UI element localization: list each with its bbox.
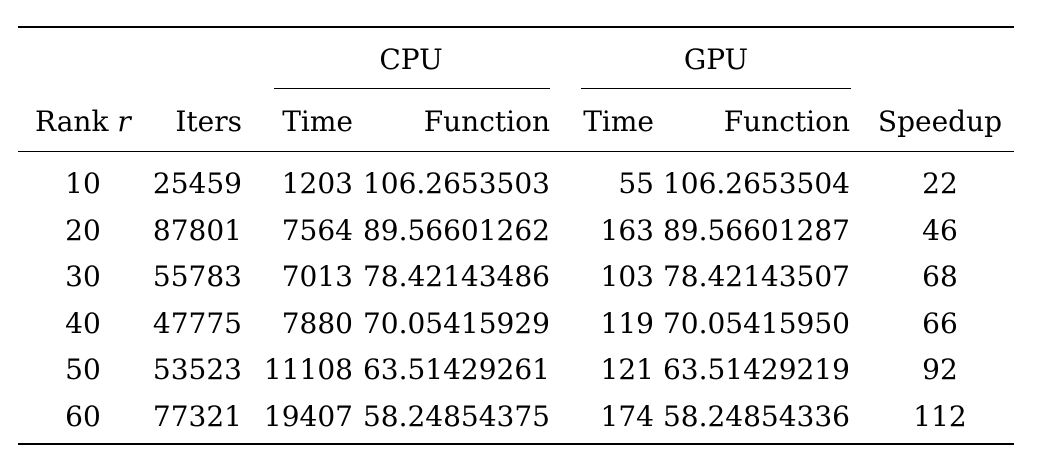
cpu-group-underline — [274, 88, 550, 89]
cell-iters: 55783 — [152, 260, 242, 294]
cell-rank: 10 — [65, 167, 101, 200]
cell-iters: 47775 — [152, 306, 242, 340]
cell-gpu-function: 106.2653504 — [662, 167, 850, 200]
cell-cpu-function: 58.24854375 — [362, 400, 550, 433]
header-rule — [18, 151, 1014, 152]
iters-header: Iters — [175, 105, 242, 138]
cell-rank: 40 — [65, 306, 101, 340]
cell-speedup: 46 — [922, 213, 958, 247]
cell-speedup: 22 — [922, 167, 958, 200]
cell-gpu-time: 119 — [600, 306, 654, 340]
cell-gpu-time: 103 — [600, 260, 654, 294]
cell-cpu-function: 63.51429261 — [362, 353, 550, 387]
cell-speedup: 92 — [922, 353, 958, 387]
rank-header: Rank r — [35, 106, 131, 138]
cell-gpu-function: 63.51429219 — [662, 353, 850, 387]
cell-cpu-time: 7013 — [281, 260, 353, 294]
speedup-header: Speedup — [877, 105, 1003, 138]
cpu-group-header: CPU — [379, 43, 443, 76]
cell-cpu-function: 89.56601262 — [362, 213, 550, 247]
cell-rank: 30 — [65, 260, 101, 294]
cell-cpu-time: 11108 — [263, 353, 353, 387]
cell-gpu-function: 58.24854336 — [662, 400, 850, 433]
gpu-function-header: Function — [723, 105, 850, 138]
top-rule — [18, 26, 1014, 28]
cell-rank: 50 — [65, 353, 101, 387]
gpu-group-header: GPU — [683, 43, 749, 76]
cell-gpu-function: 78.42143507 — [662, 260, 850, 294]
cell-gpu-function: 89.56601287 — [662, 213, 850, 247]
cell-gpu-function: 70.05415950 — [662, 306, 850, 340]
cpu-time-header: Time — [282, 105, 353, 138]
cell-cpu-time: 19407 — [263, 400, 353, 433]
cell-speedup: 68 — [922, 260, 958, 294]
cell-gpu-time: 174 — [600, 400, 654, 433]
cell-iters: 77321 — [152, 400, 242, 433]
rank-header-variable: r — [117, 105, 131, 138]
cell-speedup: 112 — [913, 400, 967, 433]
gpu-time-header: Time — [583, 105, 654, 138]
cell-cpu-function: 106.2653503 — [362, 167, 550, 200]
cell-speedup: 66 — [922, 306, 958, 340]
rank-header-label: Rank — [35, 105, 109, 138]
cell-rank: 20 — [65, 213, 101, 247]
cell-cpu-time: 1203 — [281, 167, 353, 200]
bottom-rule — [18, 443, 1014, 445]
cell-iters: 87801 — [152, 213, 242, 247]
cell-gpu-time: 163 — [600, 213, 654, 247]
cell-rank: 60 — [65, 400, 101, 433]
cell-cpu-time: 7880 — [281, 306, 353, 340]
cell-cpu-function: 70.05415929 — [362, 306, 550, 340]
cpu-function-header: Function — [423, 105, 550, 138]
cell-gpu-time: 55 — [618, 167, 654, 200]
cell-iters: 25459 — [152, 167, 242, 200]
cell-iters: 53523 — [152, 353, 242, 387]
cell-gpu-time: 121 — [600, 353, 654, 387]
cell-cpu-function: 78.42143486 — [362, 260, 550, 294]
cell-cpu-time: 7564 — [281, 213, 353, 247]
gpu-group-underline — [581, 88, 851, 89]
